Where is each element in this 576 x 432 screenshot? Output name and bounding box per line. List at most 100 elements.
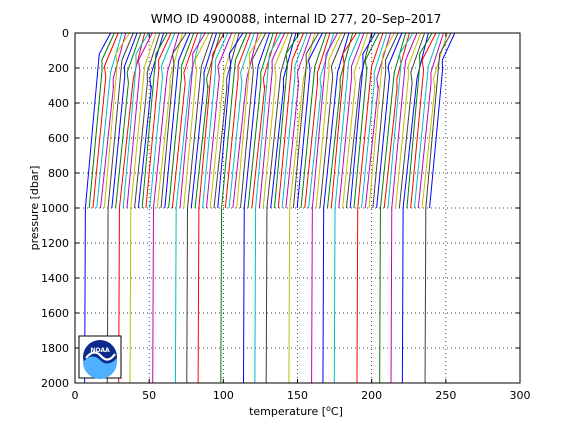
y-tick-label: 1000 xyxy=(41,202,69,215)
temperature-profile-line xyxy=(122,32,149,209)
temperature-profile-line xyxy=(103,32,130,209)
temperature-profile-line xyxy=(333,32,361,384)
temperature-profile-line xyxy=(224,32,252,209)
temperature-profile-line xyxy=(111,32,138,209)
y-tick-label: 1200 xyxy=(41,237,69,250)
x-axis-label-main: temperature [ xyxy=(249,405,326,418)
temperature-profile-line xyxy=(251,32,278,209)
temperature-profile-line xyxy=(106,32,134,384)
x-tick-label: 100 xyxy=(213,389,234,402)
plot-area: 0 50 100 150 200 250 300 0 200 400 600 800 1000 1200… xyxy=(41,27,531,402)
temperature-profile-line xyxy=(429,32,456,209)
temperature-profile-line xyxy=(330,32,357,209)
temperature-profile-line xyxy=(141,32,168,209)
temperature-profile-line xyxy=(183,32,210,209)
logo-wave xyxy=(83,356,117,379)
temperature-profile-line xyxy=(410,32,437,209)
temperature-profile-line xyxy=(164,32,191,209)
temperature-profile-line xyxy=(292,32,320,209)
temperature-profile-line xyxy=(401,32,429,384)
temperature-profile-line xyxy=(84,32,112,384)
x-tick-label: 50 xyxy=(142,389,156,402)
y-tick-labels: 0 200 400 600 800 1000 1200 1400 1600 1800 2000 xyxy=(41,27,69,390)
y-tick-label: 400 xyxy=(48,97,69,110)
temperature-profile-line xyxy=(274,32,301,209)
temperature-profile-line xyxy=(398,32,426,209)
x-axis-label-degree: o xyxy=(326,404,331,413)
y-tick-label: 1600 xyxy=(41,307,69,320)
temperature-profile-line xyxy=(379,32,407,384)
temperature-profile-line xyxy=(239,32,267,209)
temperature-profile-line xyxy=(254,32,282,384)
temperature-profile-line xyxy=(387,32,414,209)
temperature-profile-line xyxy=(129,32,157,384)
x-tick-label: 300 xyxy=(510,389,531,402)
temperature-profile-line xyxy=(281,32,308,209)
temperature-profile-line xyxy=(190,32,217,209)
temperature-profile-line xyxy=(209,32,236,209)
logo-gull xyxy=(85,351,116,361)
temperature-profile-line xyxy=(349,32,376,209)
temperature-profile-line xyxy=(342,32,369,209)
temperature-profile-line xyxy=(277,32,304,209)
temperature-profile-line xyxy=(145,32,172,209)
y-axis-label: pressure [dbar] xyxy=(28,166,41,251)
y-tick-label: 800 xyxy=(48,167,69,180)
temperature-profile-line xyxy=(115,32,142,209)
temperature-profile-line xyxy=(236,32,263,209)
temperature-profile-line xyxy=(243,32,270,384)
temperature-profile-line xyxy=(311,32,338,384)
temperature-profile-line xyxy=(308,32,335,209)
temperature-profile-line xyxy=(413,32,441,209)
temperature-profile-line xyxy=(322,32,350,384)
temperature-profile-line xyxy=(202,32,229,209)
x-tick-label: 200 xyxy=(361,389,382,402)
temperature-profile-line xyxy=(338,32,365,209)
temperature-profile-line xyxy=(395,32,422,209)
temperature-profile-line xyxy=(88,32,115,209)
temperature-profile-line xyxy=(205,32,233,209)
chart-title: WMO ID 4900088, internal ID 277, 20–Sep–… xyxy=(151,12,442,26)
temperature-profile-line xyxy=(265,32,293,384)
temperature-profile-line xyxy=(356,32,384,384)
temperature-profile-line xyxy=(96,32,123,209)
x-axis-label: temperature [oC] xyxy=(249,404,343,419)
temperature-profile-line xyxy=(285,32,312,209)
axis-ticks xyxy=(74,32,521,384)
temperature-profile-line xyxy=(220,32,248,384)
temperature-profile-line xyxy=(160,32,187,209)
x-tick-label: 250 xyxy=(435,389,456,402)
temperature-profile-line xyxy=(149,32,176,209)
y-tick-label: 0 xyxy=(62,27,69,40)
temperature-profile-line xyxy=(424,32,452,384)
temperature-profile-line xyxy=(372,32,399,209)
temperature-profile-line xyxy=(134,32,161,209)
temperature-profile-line xyxy=(368,32,395,209)
x-axis-label-unit: C] xyxy=(331,405,343,418)
temperature-profile-line xyxy=(92,32,119,209)
temperature-profile-line xyxy=(304,32,331,209)
temperature-profile-line xyxy=(179,32,206,209)
temperature-profile-line xyxy=(194,32,221,209)
logo-text: NOAA xyxy=(90,347,110,354)
temperature-profile-line xyxy=(421,32,448,209)
x-tick-label: 150 xyxy=(287,389,308,402)
temperature-profile-line xyxy=(118,32,146,384)
temperature-profile-line xyxy=(406,32,433,209)
y-tick-label: 600 xyxy=(48,132,69,145)
temperature-profile-line xyxy=(364,32,391,209)
temperature-profile-line xyxy=(361,32,388,209)
temperature-profile-line xyxy=(126,32,153,209)
temperature-profile-line xyxy=(296,32,323,209)
temperature-profile-line xyxy=(168,32,195,209)
temperature-profile-line xyxy=(171,32,199,209)
y-tick-label: 2000 xyxy=(41,377,69,390)
temperature-profile-line xyxy=(217,32,244,209)
y-tick-label: 1800 xyxy=(41,342,69,355)
temperature-profile-line xyxy=(315,32,342,209)
temperature-profile-line xyxy=(262,32,289,209)
noaa-logo: NOAA xyxy=(78,335,122,379)
temperature-profile-line xyxy=(258,32,286,209)
x-tick-label: 0 xyxy=(72,389,79,402)
